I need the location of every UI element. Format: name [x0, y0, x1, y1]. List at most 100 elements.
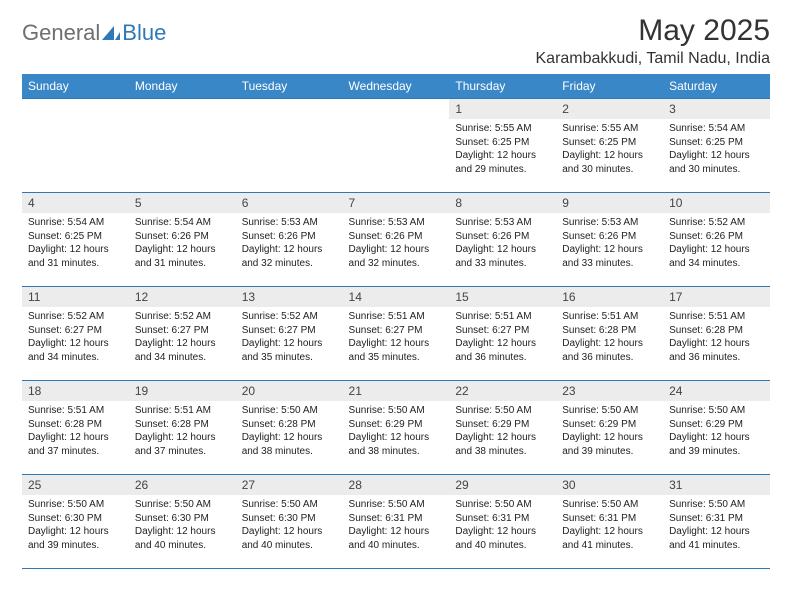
weekday-header: Sunday [22, 74, 129, 99]
sail-icon [102, 26, 120, 40]
sunset-text: Sunset: 6:26 PM [455, 230, 550, 244]
calendar-cell: 20Sunrise: 5:50 AMSunset: 6:28 PMDayligh… [236, 381, 343, 475]
day-details: Sunrise: 5:51 AMSunset: 6:28 PMDaylight:… [22, 401, 129, 462]
calendar-cell: 7Sunrise: 5:53 AMSunset: 6:26 PMDaylight… [343, 193, 450, 287]
sunset-text: Sunset: 6:28 PM [669, 324, 764, 338]
sunrise-text: Sunrise: 5:53 AM [455, 216, 550, 230]
sunset-text: Sunset: 6:31 PM [669, 512, 764, 526]
day-details: Sunrise: 5:50 AMSunset: 6:29 PMDaylight:… [556, 401, 663, 462]
daylight-text: Daylight: 12 hours and 40 minutes. [455, 525, 550, 552]
calendar-cell: 3Sunrise: 5:54 AMSunset: 6:25 PMDaylight… [663, 99, 770, 193]
day-details: Sunrise: 5:50 AMSunset: 6:30 PMDaylight:… [22, 495, 129, 556]
day-number: 10 [663, 193, 770, 213]
sunset-text: Sunset: 6:28 PM [242, 418, 337, 432]
daylight-text: Daylight: 12 hours and 32 minutes. [349, 243, 444, 270]
day-details: Sunrise: 5:51 AMSunset: 6:28 PMDaylight:… [129, 401, 236, 462]
day-number: 8 [449, 193, 556, 213]
day-number: 30 [556, 475, 663, 495]
sunset-text: Sunset: 6:27 PM [242, 324, 337, 338]
day-number: 15 [449, 287, 556, 307]
sunset-text: Sunset: 6:31 PM [562, 512, 657, 526]
sunset-text: Sunset: 6:28 PM [28, 418, 123, 432]
calendar-week: 25Sunrise: 5:50 AMSunset: 6:30 PMDayligh… [22, 475, 770, 569]
sunset-text: Sunset: 6:29 PM [669, 418, 764, 432]
calendar-cell: 4Sunrise: 5:54 AMSunset: 6:25 PMDaylight… [22, 193, 129, 287]
day-details: Sunrise: 5:53 AMSunset: 6:26 PMDaylight:… [343, 213, 450, 274]
month-title: May 2025 [536, 14, 771, 48]
sunrise-text: Sunrise: 5:55 AM [562, 122, 657, 136]
day-details: Sunrise: 5:50 AMSunset: 6:30 PMDaylight:… [129, 495, 236, 556]
sunrise-text: Sunrise: 5:53 AM [562, 216, 657, 230]
daylight-text: Daylight: 12 hours and 31 minutes. [135, 243, 230, 270]
day-number: 11 [22, 287, 129, 307]
sunrise-text: Sunrise: 5:52 AM [28, 310, 123, 324]
day-details: Sunrise: 5:53 AMSunset: 6:26 PMDaylight:… [449, 213, 556, 274]
day-details: Sunrise: 5:50 AMSunset: 6:31 PMDaylight:… [663, 495, 770, 556]
sunset-text: Sunset: 6:25 PM [28, 230, 123, 244]
calendar-cell: 21Sunrise: 5:50 AMSunset: 6:29 PMDayligh… [343, 381, 450, 475]
sunrise-text: Sunrise: 5:50 AM [669, 404, 764, 418]
day-details: Sunrise: 5:52 AMSunset: 6:27 PMDaylight:… [236, 307, 343, 368]
day-details: Sunrise: 5:50 AMSunset: 6:31 PMDaylight:… [449, 495, 556, 556]
sunrise-text: Sunrise: 5:51 AM [669, 310, 764, 324]
calendar-table: Sunday Monday Tuesday Wednesday Thursday… [22, 74, 770, 569]
calendar-cell: 10Sunrise: 5:52 AMSunset: 6:26 PMDayligh… [663, 193, 770, 287]
day-number: 21 [343, 381, 450, 401]
daylight-text: Daylight: 12 hours and 37 minutes. [135, 431, 230, 458]
day-details: Sunrise: 5:52 AMSunset: 6:26 PMDaylight:… [663, 213, 770, 274]
sunrise-text: Sunrise: 5:50 AM [28, 498, 123, 512]
daylight-text: Daylight: 12 hours and 40 minutes. [242, 525, 337, 552]
daylight-text: Daylight: 12 hours and 38 minutes. [349, 431, 444, 458]
title-block: May 2025 Karambakkudi, Tamil Nadu, India [536, 14, 771, 68]
sunset-text: Sunset: 6:29 PM [455, 418, 550, 432]
daylight-text: Daylight: 12 hours and 36 minutes. [669, 337, 764, 364]
daylight-text: Daylight: 12 hours and 33 minutes. [455, 243, 550, 270]
sunrise-text: Sunrise: 5:50 AM [349, 498, 444, 512]
daylight-text: Daylight: 12 hours and 36 minutes. [455, 337, 550, 364]
day-details: Sunrise: 5:54 AMSunset: 6:26 PMDaylight:… [129, 213, 236, 274]
sunset-text: Sunset: 6:25 PM [455, 136, 550, 150]
weekday-header: Thursday [449, 74, 556, 99]
day-number: 2 [556, 99, 663, 119]
day-details: Sunrise: 5:50 AMSunset: 6:30 PMDaylight:… [236, 495, 343, 556]
day-number: 7 [343, 193, 450, 213]
sunrise-text: Sunrise: 5:50 AM [669, 498, 764, 512]
calendar-cell: 23Sunrise: 5:50 AMSunset: 6:29 PMDayligh… [556, 381, 663, 475]
sunset-text: Sunset: 6:26 PM [242, 230, 337, 244]
calendar-cell: 8Sunrise: 5:53 AMSunset: 6:26 PMDaylight… [449, 193, 556, 287]
sunset-text: Sunset: 6:27 PM [28, 324, 123, 338]
calendar-cell [343, 99, 450, 193]
day-number: 29 [449, 475, 556, 495]
weekday-header: Saturday [663, 74, 770, 99]
sunrise-text: Sunrise: 5:53 AM [242, 216, 337, 230]
sunset-text: Sunset: 6:30 PM [135, 512, 230, 526]
sunrise-text: Sunrise: 5:51 AM [349, 310, 444, 324]
sunrise-text: Sunrise: 5:50 AM [242, 498, 337, 512]
day-number: 17 [663, 287, 770, 307]
calendar-cell: 12Sunrise: 5:52 AMSunset: 6:27 PMDayligh… [129, 287, 236, 381]
calendar-cell: 14Sunrise: 5:51 AMSunset: 6:27 PMDayligh… [343, 287, 450, 381]
calendar-cell: 16Sunrise: 5:51 AMSunset: 6:28 PMDayligh… [556, 287, 663, 381]
brand-general: General [22, 20, 100, 46]
sunrise-text: Sunrise: 5:54 AM [135, 216, 230, 230]
sunset-text: Sunset: 6:30 PM [242, 512, 337, 526]
sunrise-text: Sunrise: 5:50 AM [455, 404, 550, 418]
day-details: Sunrise: 5:55 AMSunset: 6:25 PMDaylight:… [449, 119, 556, 180]
daylight-text: Daylight: 12 hours and 40 minutes. [349, 525, 444, 552]
sunrise-text: Sunrise: 5:50 AM [562, 404, 657, 418]
calendar-cell: 11Sunrise: 5:52 AMSunset: 6:27 PMDayligh… [22, 287, 129, 381]
weekday-header: Tuesday [236, 74, 343, 99]
daylight-text: Daylight: 12 hours and 33 minutes. [562, 243, 657, 270]
weekday-header: Wednesday [343, 74, 450, 99]
sunrise-text: Sunrise: 5:50 AM [242, 404, 337, 418]
sunset-text: Sunset: 6:28 PM [135, 418, 230, 432]
day-number: 23 [556, 381, 663, 401]
daylight-text: Daylight: 12 hours and 39 minutes. [28, 525, 123, 552]
day-details: Sunrise: 5:54 AMSunset: 6:25 PMDaylight:… [22, 213, 129, 274]
daylight-text: Daylight: 12 hours and 34 minutes. [135, 337, 230, 364]
daylight-text: Daylight: 12 hours and 32 minutes. [242, 243, 337, 270]
calendar-cell: 26Sunrise: 5:50 AMSunset: 6:30 PMDayligh… [129, 475, 236, 569]
day-number: 6 [236, 193, 343, 213]
daylight-text: Daylight: 12 hours and 37 minutes. [28, 431, 123, 458]
day-number: 19 [129, 381, 236, 401]
